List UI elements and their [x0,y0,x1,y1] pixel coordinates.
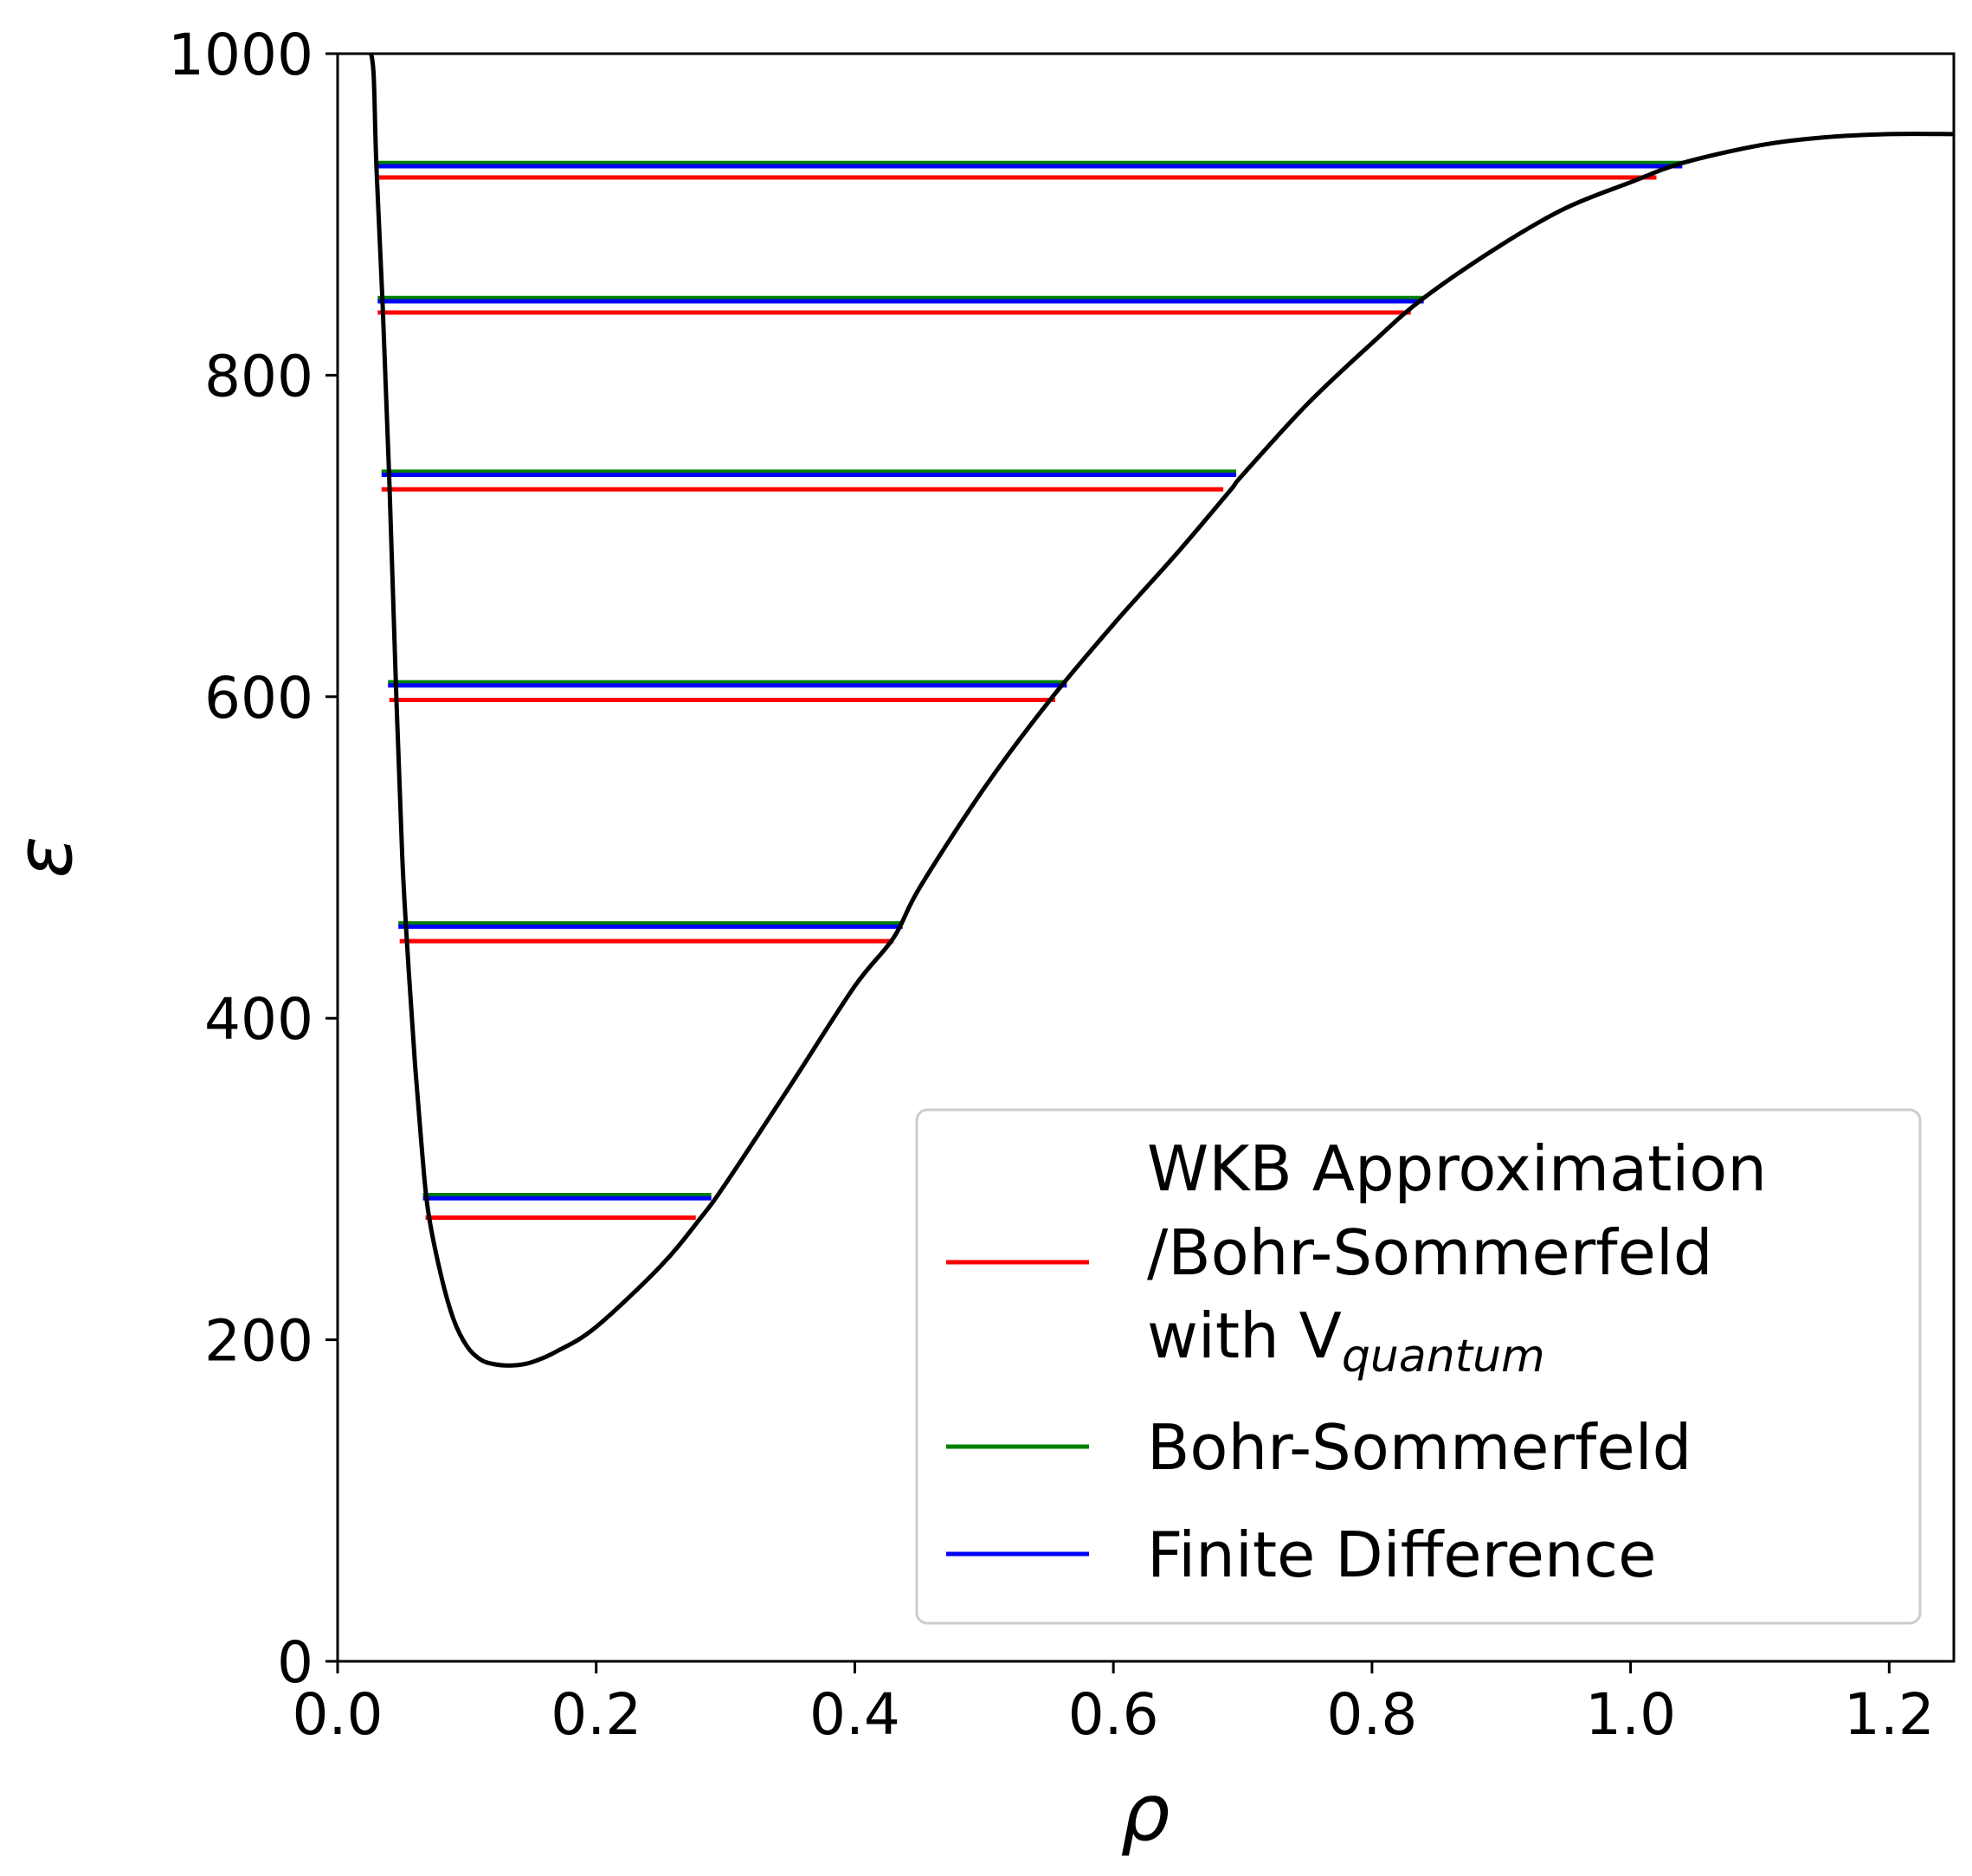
x-axis-ticks: 0.0 0.2 0.4 0.6 0.8 1.0 1.2 [293,1661,1935,1748]
x-tick-label: 0.0 [293,1681,383,1748]
y-tick-label: 400 [204,986,313,1053]
y-tick-label: 0 [277,1629,313,1696]
legend-box [915,1108,1922,1625]
y-tick-label: 800 [204,343,313,409]
y-tick-label: 1000 [168,22,313,88]
x-tick-label: 1.0 [1585,1681,1676,1748]
legend-label-bohr-sommerfeld: Bohr-Sommerfeld [1147,1411,1692,1484]
legend-label-wkb-line1: WKB Approximation [1147,1132,1767,1205]
y-axis-label: ε [0,836,90,879]
legend-label-wkb-with: with V [1147,1299,1342,1372]
legend-label-finite-difference: Finite Difference [1147,1518,1656,1591]
potential-curve [369,54,1954,1368]
legend-label-wkb-line3: with Vquantum [1147,1299,1545,1383]
y-tick-label: 600 [204,665,313,732]
y-axis-ticks: 0 200 400 600 800 1000 [168,22,338,1696]
x-tick-label: 0.8 [1326,1681,1417,1748]
potential-layer [369,54,1954,1368]
energy-levels [376,160,1683,1220]
legend-label-wkb-line2: /Bohr-Sommerfeld [1147,1216,1713,1289]
x-tick-label: 0.6 [1068,1681,1159,1748]
x-tick-label: 0.4 [809,1681,900,1748]
legend: WKB Approximation /Bohr-Sommerfeld with … [915,1108,1922,1625]
x-tick-label: 0.2 [551,1681,641,1748]
y-tick-label: 200 [204,1308,313,1375]
plot-frame [336,52,1956,1663]
legend-label-wkb-subscript: quantum [1342,1331,1545,1383]
x-tick-label: 1.2 [1844,1681,1935,1748]
x-axis-label: ρ [1120,1768,1170,1859]
